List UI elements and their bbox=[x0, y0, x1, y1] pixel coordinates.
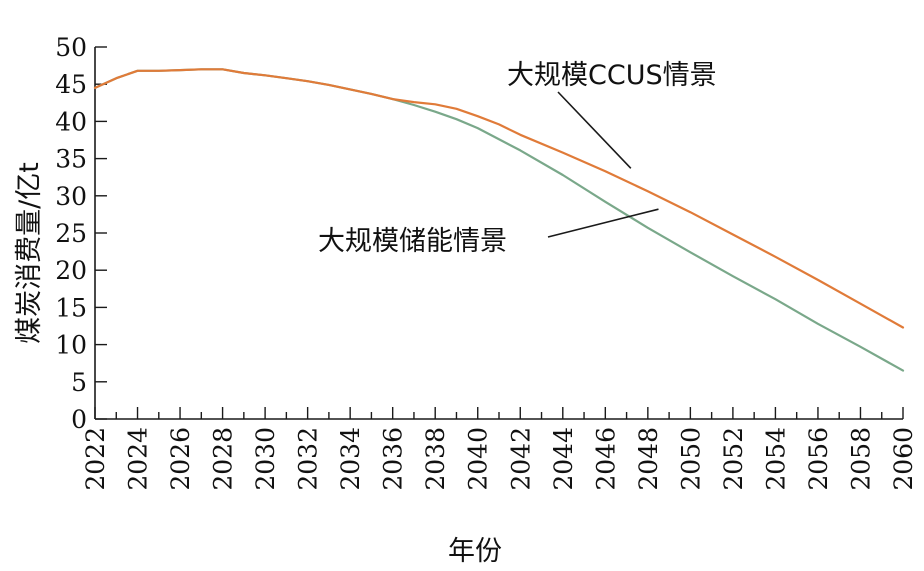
y-tick-label: 20 bbox=[55, 256, 87, 285]
storage-series-line bbox=[93, 68, 905, 372]
y-tick-label: 45 bbox=[55, 70, 87, 99]
ccus-annotation-leader bbox=[557, 91, 632, 169]
x-tick-label: 2032 bbox=[294, 427, 323, 491]
x-tick-label: 2056 bbox=[804, 427, 833, 491]
y-tick-label: 35 bbox=[55, 145, 87, 174]
x-tick-label: 2022 bbox=[81, 427, 110, 491]
x-tick-label: 2024 bbox=[124, 427, 153, 491]
storage-annotation-label: 大规模储能情景 bbox=[318, 226, 507, 257]
x-tick-label: 2048 bbox=[634, 427, 663, 491]
annotation-layer: 大规模CCUS情景 大规模储能情景 bbox=[318, 60, 717, 257]
ccus-annotation-label: 大规模CCUS情景 bbox=[507, 60, 717, 91]
x-tick-label: 2044 bbox=[549, 427, 578, 491]
plot-area: 2022 2024 2026 2028 2030 2032 2034 2036 2038 2040… bbox=[55, 33, 918, 491]
storage-annotation-leader bbox=[547, 208, 659, 238]
x-tick-label: 2054 bbox=[761, 427, 790, 491]
y-tick-label: 40 bbox=[55, 107, 87, 136]
x-tick-label: 2034 bbox=[336, 427, 365, 491]
x-tick-label: 2042 bbox=[506, 427, 535, 491]
y-tick-label: 30 bbox=[55, 182, 87, 211]
ccus-series-line bbox=[93, 68, 905, 329]
x-tick-label: 2030 bbox=[251, 427, 280, 491]
x-tick-label: 2026 bbox=[166, 427, 195, 491]
y-tick-label: 10 bbox=[55, 331, 87, 360]
y-tick-label: 15 bbox=[55, 293, 87, 322]
y-tick-label: 25 bbox=[55, 219, 87, 248]
x-tick-label: 2040 bbox=[464, 427, 493, 491]
y-tick-label: 0 bbox=[71, 405, 87, 434]
y-axis-title: 煤炭消费量/亿t bbox=[14, 162, 45, 344]
x-tick-label: 2038 bbox=[421, 427, 450, 491]
x-tick-label: 2036 bbox=[379, 427, 408, 491]
y-tick-label: 5 bbox=[71, 368, 87, 397]
x-tick-label: 2052 bbox=[719, 427, 748, 491]
x-tick-label: 2060 bbox=[889, 427, 918, 491]
x-tick-label: 2046 bbox=[591, 427, 620, 491]
x-axis-title: 年份 bbox=[448, 536, 502, 567]
x-tick-label: 2050 bbox=[676, 427, 705, 491]
series-layer bbox=[93, 68, 905, 372]
x-tick-label: 2058 bbox=[846, 427, 875, 491]
x-tick-label: 2028 bbox=[209, 427, 238, 491]
y-ticks: 0 5 10 15 20 25 30 35 40 45 50 bbox=[55, 33, 107, 434]
x-ticks: 2022 2024 2026 2028 2030 2032 2034 2036 2038 2040… bbox=[81, 407, 918, 491]
y-tick-label: 50 bbox=[55, 33, 87, 62]
